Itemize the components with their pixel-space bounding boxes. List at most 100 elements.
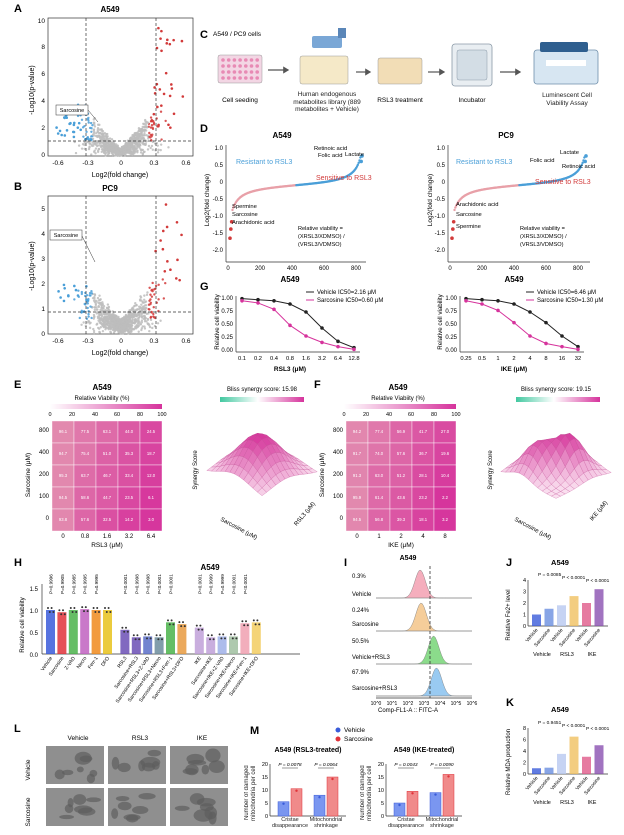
p-value: P=0.9999 <box>209 574 214 594</box>
heatmap-cell-value: 58.6 <box>81 495 90 500</box>
volcano-point-up <box>154 249 157 253</box>
group-label: IKE <box>588 652 597 658</box>
bar <box>406 791 419 817</box>
flow-labels: 0.3% Vehicle 0.24% Sarcosine 50.5% Vehic… <box>352 574 398 692</box>
volcano-point <box>157 298 160 301</box>
p-value: P<0.0001 <box>123 574 128 594</box>
volcano-point <box>106 312 109 315</box>
volcano-point <box>149 315 153 319</box>
heatmap-cell-value: 39.3 <box>397 517 406 522</box>
volcano-point <box>91 140 94 144</box>
bliss-score: Bliss synergy score: 15.98 <box>227 387 298 393</box>
heatmap-e-xlabel: RSL3 (μM) <box>91 542 123 549</box>
volcano-point <box>148 286 151 289</box>
volcano-point <box>137 330 140 333</box>
bar-point <box>147 633 150 636</box>
volcano-point <box>125 314 128 317</box>
volcano-point <box>116 323 120 326</box>
tem-col-label: Vehicle <box>68 735 89 742</box>
bar <box>68 610 78 654</box>
metabolite-label: Lactate <box>560 150 579 156</box>
volcano-point <box>146 318 150 321</box>
volcano-point-up <box>180 233 183 237</box>
volcano-point <box>97 305 101 309</box>
panel-letter-l: L <box>14 723 21 735</box>
panel-g-xticks-left: 0.1 0.2 0.4 0.8 1.6 3.2 6.4 12.8 <box>238 356 360 362</box>
formula-right: Relative viability = (XRSL3/XDMSO) / (VR… <box>520 226 567 248</box>
volcano-point <box>92 327 95 331</box>
volcano-point <box>146 291 149 294</box>
volcano-point <box>157 283 160 286</box>
volcano-point <box>104 325 108 329</box>
flow-pct: 67.9% <box>352 670 370 676</box>
formula-left: Relative viability = (XRSL3/XDMSO) / (VR… <box>298 226 345 248</box>
volcano-point <box>133 304 137 308</box>
volcano-point-up <box>181 95 185 98</box>
volcano-point <box>103 322 107 325</box>
xtick: 0 <box>119 160 123 167</box>
volcano-point <box>87 138 91 141</box>
volcano-point <box>101 329 105 333</box>
volcano-point <box>81 143 85 146</box>
ytick: 0.50 <box>445 322 457 328</box>
label-sensitive: Sensitive to RSL3 <box>316 175 372 182</box>
volcano-point <box>143 294 146 297</box>
ytick: 15 <box>262 775 268 781</box>
volcano-point <box>109 141 113 144</box>
synergy-colorbar <box>220 397 304 402</box>
xtick: 4 <box>528 356 532 362</box>
volcano-point <box>137 130 140 133</box>
volcano-point <box>136 142 139 146</box>
volcano-point <box>124 153 127 156</box>
volcano-point <box>145 125 148 128</box>
volcano-a-points <box>55 26 185 158</box>
volcano-point <box>142 122 146 126</box>
bar-point <box>282 802 285 805</box>
colorbar-title: Relative Viability (%) <box>75 396 130 402</box>
bar-point <box>84 606 87 609</box>
volcano-point <box>156 151 160 154</box>
volcano-point <box>164 119 167 123</box>
tem-organelle <box>111 756 120 770</box>
colorbar <box>344 404 456 409</box>
p-value: P=0.9996 <box>49 574 54 594</box>
dose-point <box>576 347 580 352</box>
label-resistant: Resistant to RSL3 <box>456 159 513 166</box>
heatmap-f-yticks: 800 400 200 100 0 <box>333 428 344 522</box>
volcano-point-down <box>60 133 63 137</box>
xtick: 1 <box>496 356 499 362</box>
p-value: P=0.9995 <box>94 574 99 594</box>
bar <box>143 636 153 654</box>
volcano-point <box>151 281 154 285</box>
panel-g-left-xlabel: RSL3 (μM) <box>274 366 306 373</box>
volcano-point <box>151 127 155 131</box>
callout-a: Sarcosine <box>60 108 84 114</box>
volcano-point <box>100 315 104 318</box>
panel-g-legend-right: Vehicle IC50=6.46 μM Sarcosine IC50=1.30… <box>526 290 603 304</box>
colorbar-title: Relative Viabiity (%) <box>371 396 425 402</box>
heatmap-cell-value: 6.1 <box>148 495 154 500</box>
surface-face <box>257 487 267 496</box>
bars-m: 20 15 10 5 0 P = 0.0078 Cristae disappearance P… <box>262 762 462 829</box>
group-label-wrap: Mitochondrial shrinkage <box>426 817 459 829</box>
volcano-point <box>80 290 84 294</box>
panel-b-xlabel: Log2(fold change) <box>92 350 148 357</box>
xtick: 0.6 <box>181 160 190 167</box>
cbar-tick: 0 <box>342 412 345 418</box>
ytick: 0 <box>442 180 446 186</box>
dose-line-vehicle <box>465 298 579 348</box>
ytick: 4 <box>523 749 526 755</box>
volcano-point-up <box>157 124 160 128</box>
volcano-point <box>151 288 154 292</box>
volcano-point <box>108 144 111 147</box>
volcano-point-down <box>85 284 88 288</box>
bar-point <box>92 607 95 609</box>
volcano-point <box>92 329 96 333</box>
volcano-point <box>149 126 153 129</box>
heatmap-cell-value: 77.4 <box>375 429 384 434</box>
volcano-point <box>97 301 100 304</box>
cbar-tick: 40 <box>386 412 392 418</box>
volcano-point <box>101 129 105 133</box>
heatmap-cell-value: 95.9 <box>353 495 362 500</box>
heatmap-cell-value: 75.4 <box>81 451 90 456</box>
